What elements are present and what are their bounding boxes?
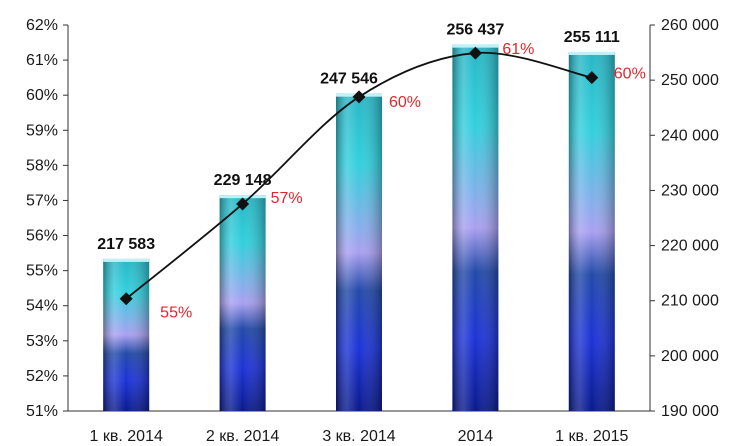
left-axis-tick-label: 57%	[26, 192, 58, 209]
x-axis-category-label: 3 кв. 2014	[322, 428, 395, 445]
bar-value-label: 229 148	[214, 172, 272, 189]
left-axis-tick-label: 61%	[26, 52, 58, 69]
right-axis-tick-label: 190 000	[661, 403, 719, 420]
left-y-axis: 51% 52% 53% 54% 55% 56% 57% 58% 59% 60% 61% 62%	[26, 17, 69, 420]
right-axis-tick-label: 250 000	[661, 72, 719, 89]
bar-series	[103, 44, 615, 411]
right-axis-tick-label: 220 000	[661, 238, 719, 255]
bar-shading	[219, 195, 266, 411]
bar-shading	[336, 93, 382, 411]
bar-top-cap	[219, 195, 266, 199]
bar-value-label: 255 111	[564, 29, 620, 46]
left-axis-tick-label: 55%	[26, 263, 58, 280]
x-axis-category-label: 2014	[458, 428, 494, 445]
percent-value-label: 57%	[271, 190, 303, 207]
percent-point-marker	[585, 71, 599, 85]
bar-shading	[452, 44, 499, 411]
percent-line-series	[119, 46, 599, 306]
left-axis-tick-label: 53%	[26, 333, 58, 350]
percent-point-marker	[236, 197, 250, 211]
left-axis-tick-label: 52%	[26, 368, 58, 385]
right-axis-tick-label: 200 000	[661, 348, 719, 365]
bar-shading	[568, 51, 615, 411]
bar-shading	[103, 258, 150, 411]
bar-value-label: 247 546	[320, 71, 378, 88]
right-axis-tick-label: 260 000	[661, 17, 719, 34]
bar-top-cap	[103, 258, 150, 262]
x-axis: 1 кв. 2014 2 кв. 2014 3 кв. 2014 2014 1 кв. …	[68, 410, 650, 445]
left-axis-tick-label: 58%	[26, 157, 58, 174]
left-axis-tick-label: 62%	[26, 17, 58, 34]
right-axis-tick-label: 240 000	[661, 127, 719, 144]
bar-top-cap	[452, 44, 499, 48]
percent-value-label: 60%	[614, 66, 646, 83]
left-axis-tick-label: 56%	[26, 228, 58, 245]
percent-value-label: 55%	[160, 305, 192, 322]
left-axis-tick-label: 60%	[26, 87, 58, 104]
left-axis-tick-label: 59%	[26, 122, 58, 139]
right-axis-tick-label: 210 000	[661, 293, 719, 310]
x-axis-category-label: 2 кв. 2014	[206, 428, 279, 445]
left-axis-tick-label: 54%	[26, 298, 58, 315]
data-labels: 217 583 229 148 247 546 256 437 255 111 55% 57…	[97, 22, 646, 322]
percent-point-marker	[352, 90, 366, 104]
x-axis-category-label: 1 кв. 2015	[555, 428, 628, 445]
left-axis-tick-label: 51%	[26, 403, 58, 420]
percent-point-marker	[468, 46, 482, 60]
bar-value-label: 256 437	[446, 22, 504, 39]
x-axis-category-label: 1 кв. 2014	[90, 428, 163, 445]
right-y-axis: 190 000 200 000 210 000 220 000 230 000 240 0…	[649, 17, 719, 420]
percent-point-marker	[119, 292, 133, 306]
right-axis-tick-label: 230 000	[661, 182, 719, 199]
bar-top-cap	[568, 51, 615, 55]
percent-value-label: 61%	[502, 41, 534, 58]
bar-value-label: 217 583	[97, 236, 155, 253]
percent-value-label: 60%	[389, 94, 421, 111]
